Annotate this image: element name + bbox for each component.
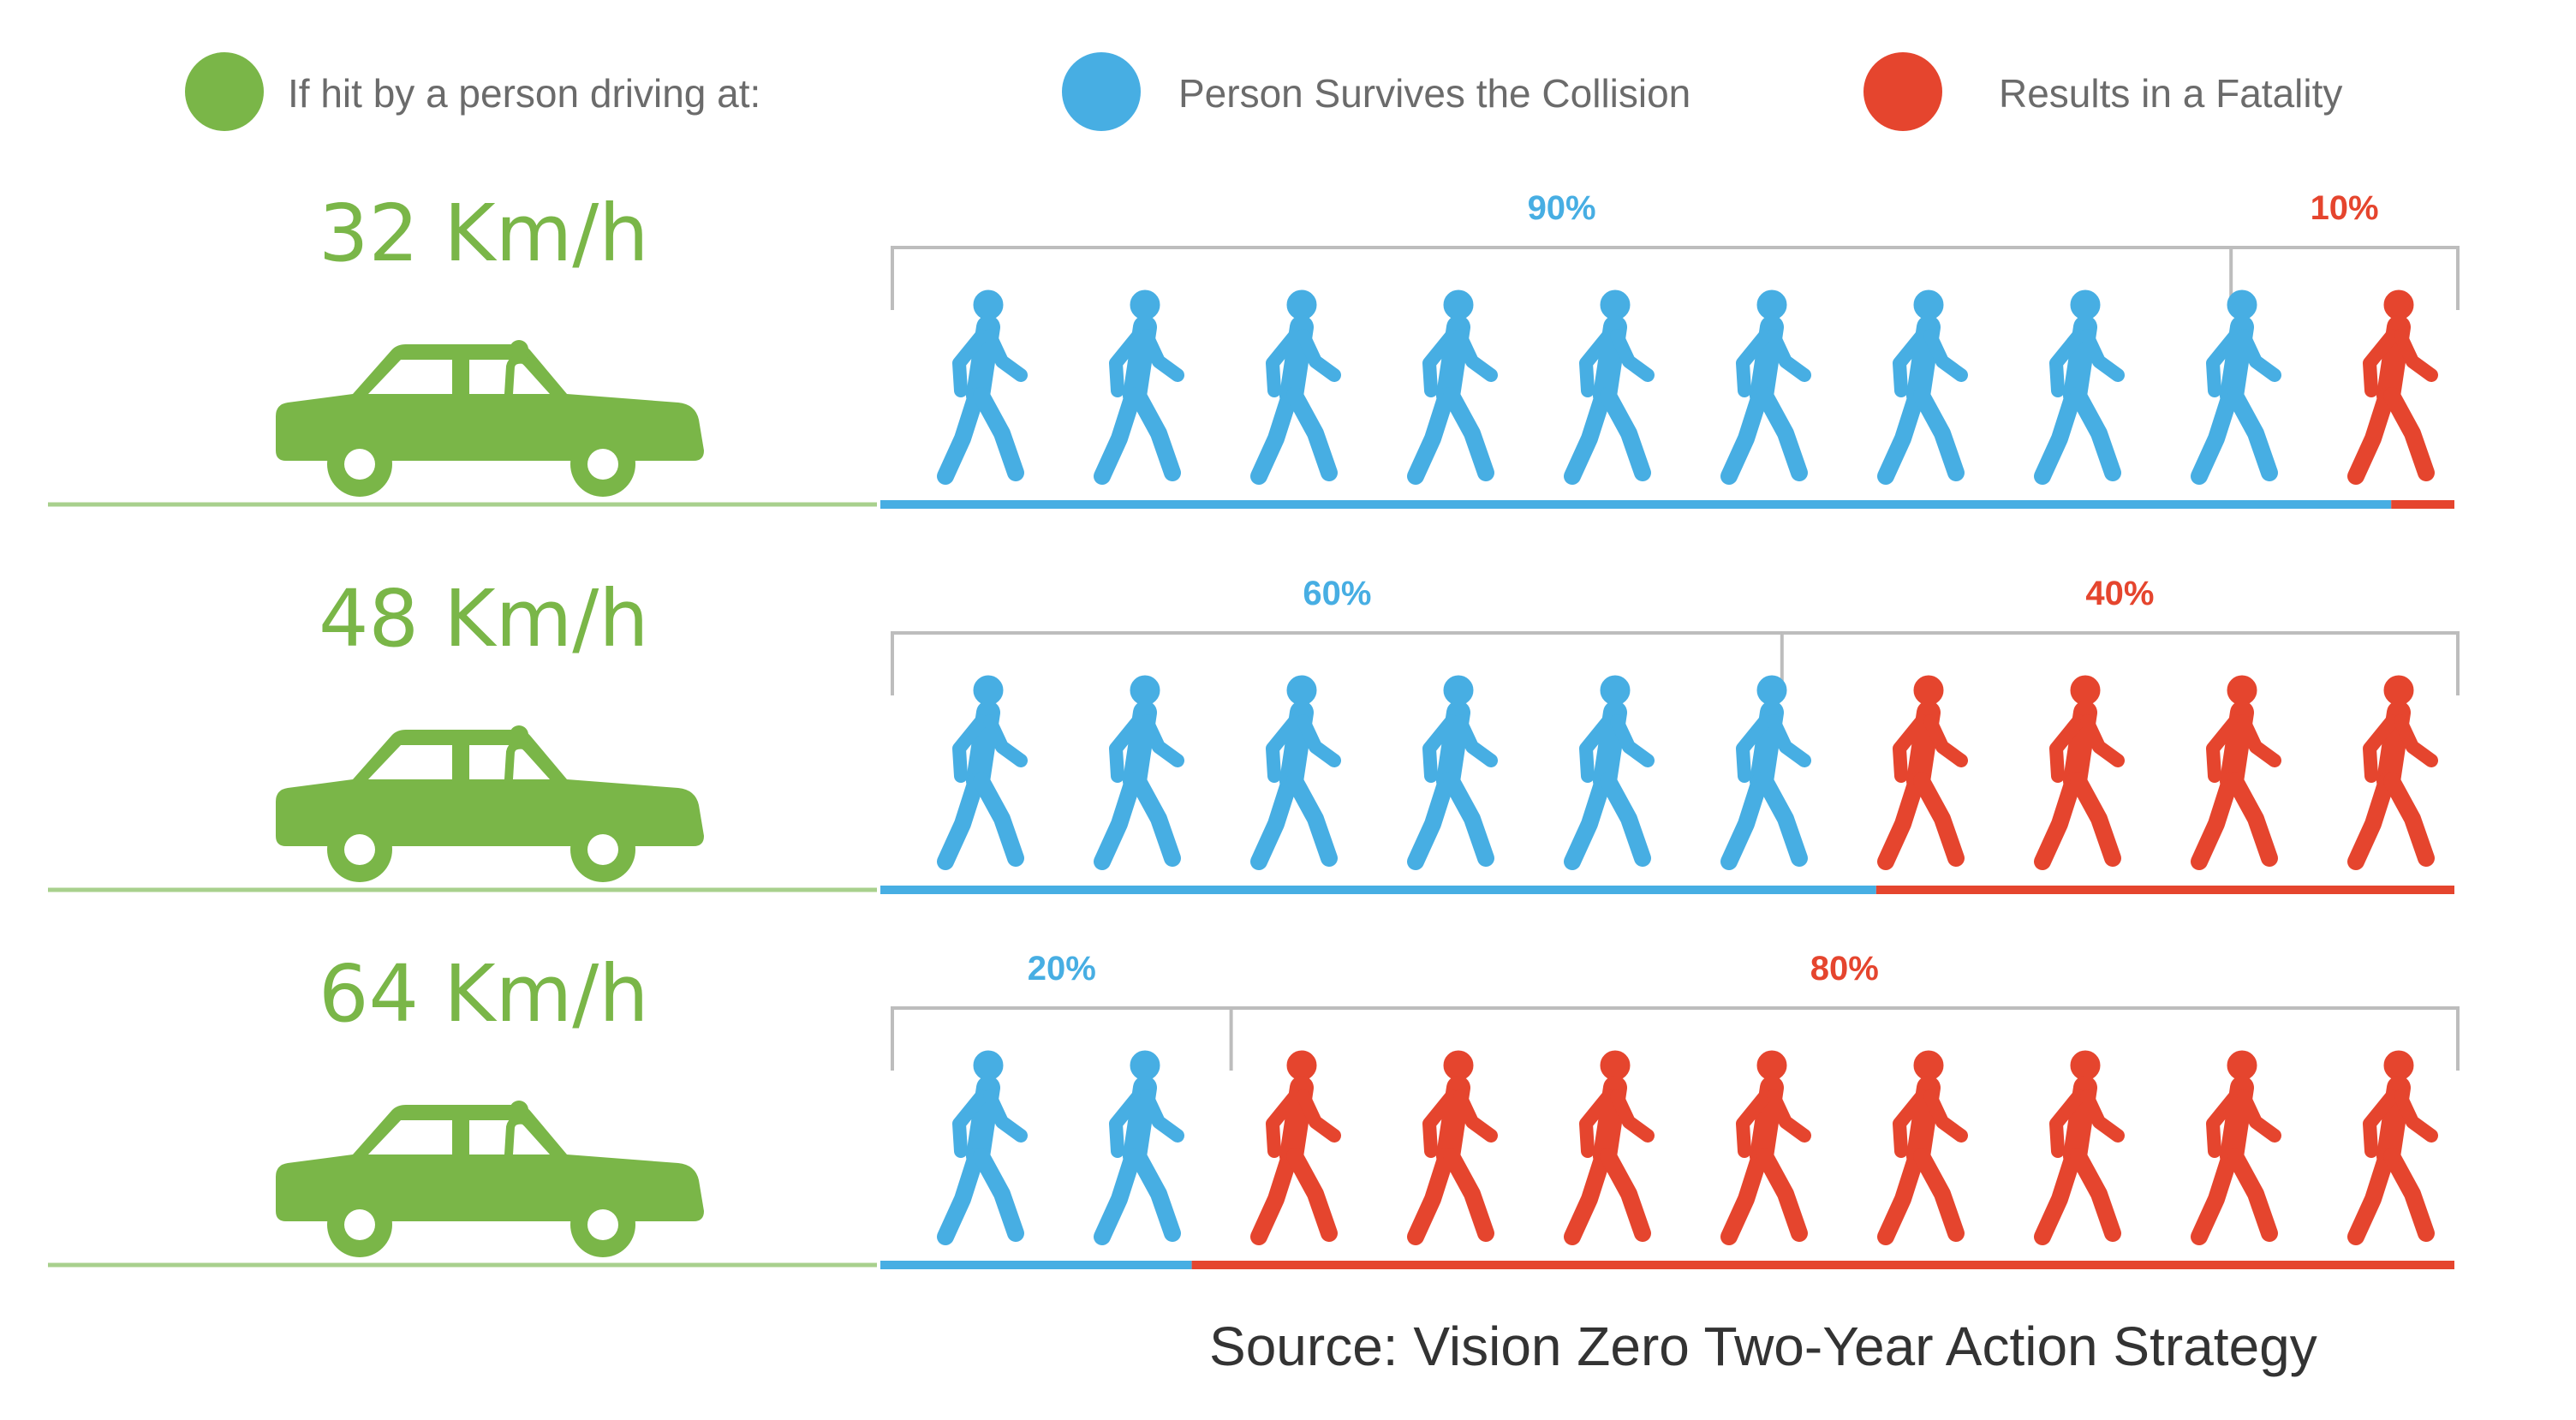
speed-row: 48 Km/h 60% 40% — [48, 573, 2460, 894]
pedestrian-fatal-icon — [1259, 1051, 1334, 1237]
speed-row: 64 Km/h 20% 80% — [48, 948, 2460, 1269]
pedestrian-survive-icon — [945, 1051, 1021, 1237]
pedestrian-survive-icon — [1886, 290, 1961, 476]
chart-rows: 32 Km/h 90% 10% 48 Km/h 60% 40% 64 Km/h 20% 80% — [48, 188, 2460, 1269]
pedestrian-fatal-icon — [1416, 1051, 1491, 1237]
pedestrian-fatal-icon — [1886, 676, 1961, 862]
survive-bracket — [891, 1006, 1233, 1071]
fatal-percent-label: 10% — [2311, 189, 2379, 227]
legend-survive-swatch — [1062, 52, 1141, 131]
legend-speed-swatch — [185, 52, 264, 131]
pedestrian-fatal-icon — [1729, 1051, 1804, 1237]
legend-fatal-label: Results in a Fatality — [1999, 71, 2342, 116]
pedestrian-survive-icon — [1102, 1051, 1178, 1237]
fatal-percent-label: 40% — [2085, 575, 2154, 612]
pedestrian-fatal-icon — [2042, 676, 2118, 862]
pedestrian-survive-icon — [1259, 676, 1334, 862]
pedestrian-fatal-icon — [1886, 1051, 1961, 1237]
pedestrian-survive-icon — [945, 290, 1021, 476]
pedestrian-fatal-icon — [2356, 1051, 2431, 1237]
fatal-bracket — [2231, 246, 2460, 310]
pedestrian-survive-icon — [1572, 290, 1648, 476]
survive-bracket — [891, 631, 1784, 695]
pedestrian-survive-icon — [1729, 676, 1804, 862]
pedestrian-survive-icon — [1572, 676, 1648, 862]
fatal-bracket — [1231, 1006, 2460, 1071]
pedestrian-survive-icon — [1416, 290, 1491, 476]
pedestrian-survive-icon — [1102, 676, 1178, 862]
legend-survive-label: Person Survives the Collision — [1178, 71, 1690, 116]
speed-label: 32 Km/h — [319, 188, 649, 279]
pedestrian-survive-icon — [2199, 290, 2275, 476]
pedestrian-survive-icon — [1729, 290, 1804, 476]
pedestrian-survive-icon — [2042, 290, 2118, 476]
car-icon — [276, 1101, 704, 1257]
pedestrian-survive-icon — [945, 676, 1021, 862]
pedestrian-fatal-icon — [2199, 1051, 2275, 1237]
pedestrian-fatal-icon — [2356, 676, 2431, 862]
legend: If hit by a person driving at: Person Su… — [185, 52, 2342, 131]
pedestrian-fatal-icon — [1572, 1051, 1648, 1237]
survive-percent-label: 60% — [1303, 575, 1371, 612]
speed-row: 32 Km/h 90% 10% — [48, 188, 2460, 509]
speed-label: 64 Km/h — [319, 948, 649, 1040]
pedestrian-fatal-icon — [2199, 676, 2275, 862]
car-icon — [276, 340, 704, 497]
source-note: Source: Vision Zero Two-Year Action Stra… — [1209, 1316, 2317, 1377]
pedestrian-survive-icon — [1416, 676, 1491, 862]
speed-label: 48 Km/h — [319, 573, 649, 665]
survive-percent-label: 20% — [1028, 950, 1096, 987]
survive-bracket — [891, 246, 2233, 310]
survive-percent-label: 90% — [1528, 189, 1596, 227]
pedestrian-survive-icon — [1102, 290, 1178, 476]
pedestrian-survive-icon — [1259, 290, 1334, 476]
legend-speed-label: If hit by a person driving at: — [288, 71, 760, 116]
car-icon — [276, 725, 704, 882]
fatal-percent-label: 80% — [1810, 950, 1879, 987]
fatal-bracket — [1781, 631, 2460, 695]
pedestrian-fatal-icon — [2356, 290, 2431, 476]
legend-fatal-swatch — [1863, 52, 1942, 131]
pedestrian-fatal-icon — [2042, 1051, 2118, 1237]
